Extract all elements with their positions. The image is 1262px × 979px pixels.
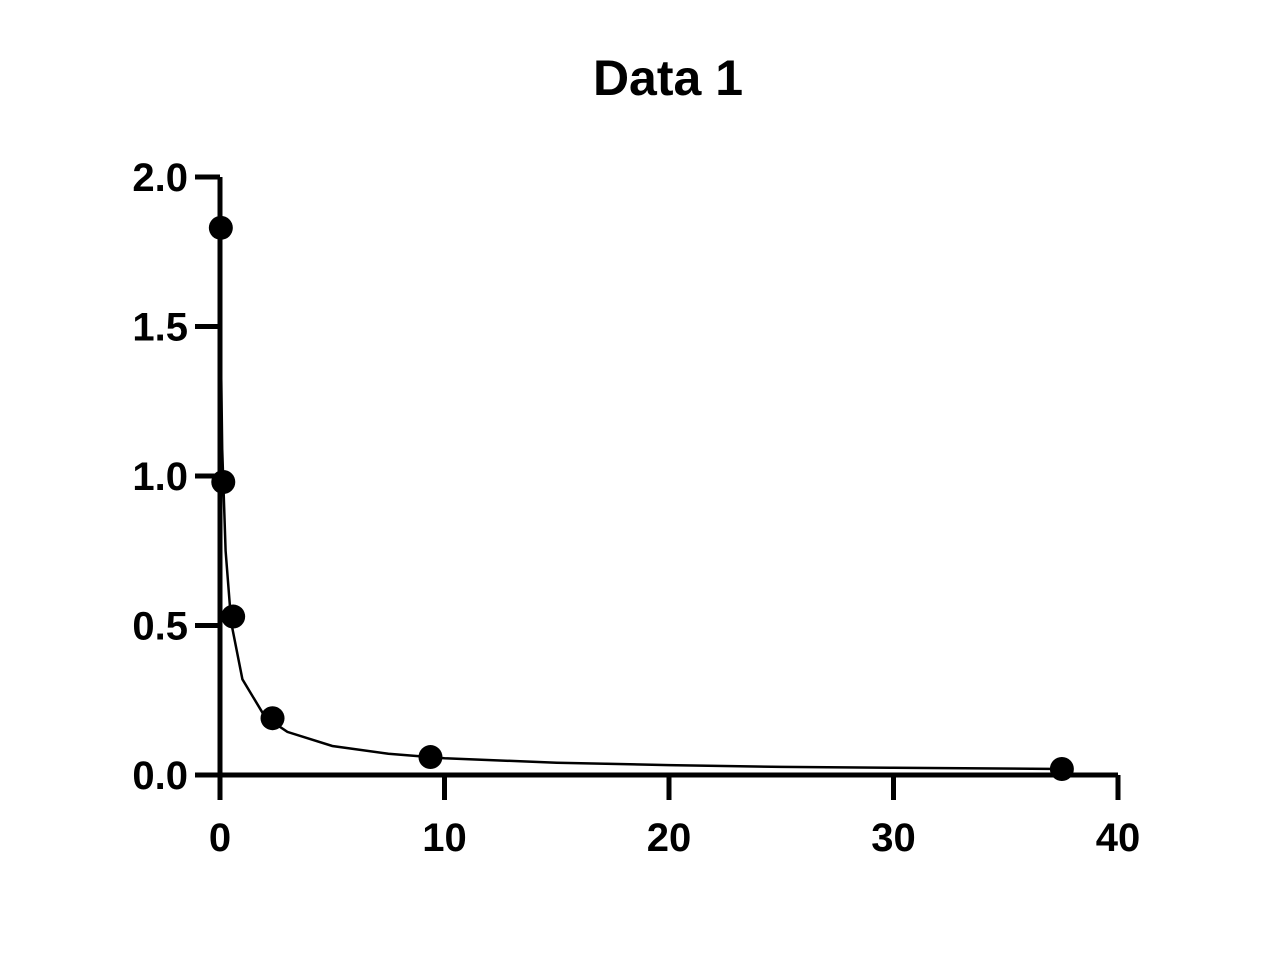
y-tick-label: 1.5	[132, 306, 188, 350]
y-tick-label: 0.0	[132, 754, 188, 798]
fit-curve-group	[218, 284, 1062, 771]
y-tick-label: 2.0	[132, 156, 188, 200]
x-tick-label: 30	[871, 816, 916, 860]
x-tick-label: 0	[209, 816, 231, 860]
y-tick-label: 0.5	[132, 605, 188, 649]
x-tick-label: 40	[1096, 816, 1141, 860]
chart-title: Data 1	[593, 50, 743, 106]
data-point	[260, 706, 285, 731]
data-points	[208, 215, 1074, 782]
x-tick-label: 10	[422, 816, 467, 860]
data-point	[211, 469, 236, 494]
axes: 0 10 20 30 40 0.0 0.5 1.0 1.5 2.0	[132, 156, 1140, 860]
data-point	[418, 745, 443, 770]
data-point	[208, 215, 233, 240]
x-tick-label: 20	[647, 816, 692, 860]
y-tick-label: 1.0	[132, 455, 188, 499]
data-point	[1049, 757, 1074, 782]
fit-curve	[218, 284, 1062, 771]
data-point	[221, 604, 246, 629]
